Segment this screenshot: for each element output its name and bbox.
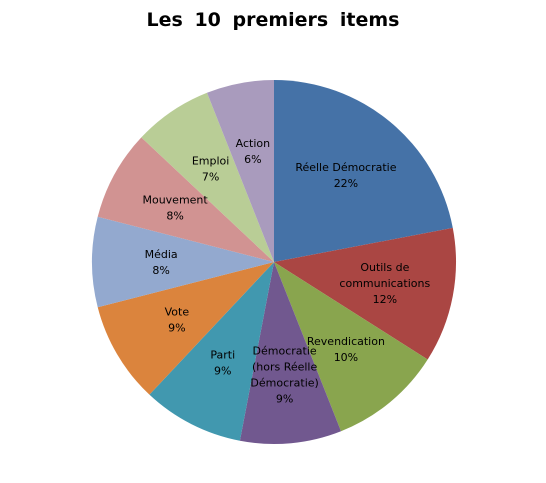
slice-percent-label: 6% bbox=[244, 153, 261, 166]
slice-name-label: Démocratie bbox=[253, 344, 317, 357]
slice-label-parti: Parti 9% bbox=[210, 349, 235, 378]
slice-name-label: Parti bbox=[210, 349, 235, 362]
slice-label-media: Média 8% bbox=[145, 248, 178, 277]
slice-label-mouvement: Mouvement 8% bbox=[142, 194, 208, 223]
slice-name-label: Outils de bbox=[360, 261, 409, 274]
pie-slice-democratie-hors-reelle-democratie bbox=[239, 262, 341, 445]
slice-percent-label: 8% bbox=[152, 264, 169, 277]
slice-percent-label: 9% bbox=[276, 392, 293, 405]
pie-slice-emploi bbox=[141, 92, 274, 263]
pie-labels: Réelle Démocratie 22% Outils de communicati… bbox=[142, 137, 430, 405]
slice-percent-label: 9% bbox=[168, 321, 185, 334]
pie-slice-outils-de-communications bbox=[274, 227, 457, 360]
slice-name-label: (hors Réelle bbox=[252, 360, 318, 373]
slice-label-vote: Vote 9% bbox=[165, 305, 190, 334]
pie-slice-revendication bbox=[274, 262, 428, 432]
pie-slice-media bbox=[91, 216, 274, 308]
slice-percent-label: 7% bbox=[202, 171, 219, 184]
slice-name-label: Démocratie) bbox=[250, 376, 318, 389]
pie-slice-reelle-democratie bbox=[274, 80, 453, 262]
slice-label-democratie-hors-reelle-democratie: Démocratie (hors Réelle Démocratie) 9% bbox=[250, 344, 318, 405]
pie-slices bbox=[91, 80, 457, 445]
slice-name-label: Emploi bbox=[192, 155, 230, 168]
slice-name-label: Revendication bbox=[307, 335, 385, 348]
pie-slice-action bbox=[207, 80, 274, 262]
slice-name-label: communications bbox=[339, 277, 430, 290]
pie-slice-mouvement bbox=[97, 137, 274, 262]
slice-percent-label: 9% bbox=[214, 365, 231, 378]
slice-label-action: Action 6% bbox=[236, 137, 270, 166]
pie-slice-parti bbox=[149, 262, 274, 441]
slice-percent-label: 10% bbox=[334, 351, 358, 364]
slice-name-label: Vote bbox=[165, 305, 190, 318]
slice-percent-label: 8% bbox=[166, 210, 183, 223]
slice-name-label: Action bbox=[236, 137, 270, 150]
slice-label-outils-de-communications: Outils de communications 12% bbox=[339, 261, 430, 306]
slice-label-revendication: Revendication 10% bbox=[307, 335, 385, 364]
slice-name-label: Mouvement bbox=[142, 194, 208, 207]
slice-name-label: Média bbox=[145, 248, 178, 261]
slice-percent-label: 12% bbox=[373, 293, 397, 306]
slice-name-label: Réelle Démocratie bbox=[295, 161, 396, 174]
slice-label-emploi: Emploi 7% bbox=[192, 155, 230, 184]
pie-slice-vote bbox=[97, 262, 274, 395]
slice-percent-label: 22% bbox=[334, 177, 358, 190]
chart-title: Les 10 premiers items bbox=[146, 9, 400, 31]
slice-label-reelle-democratie: Réelle Démocratie 22% bbox=[295, 161, 396, 190]
